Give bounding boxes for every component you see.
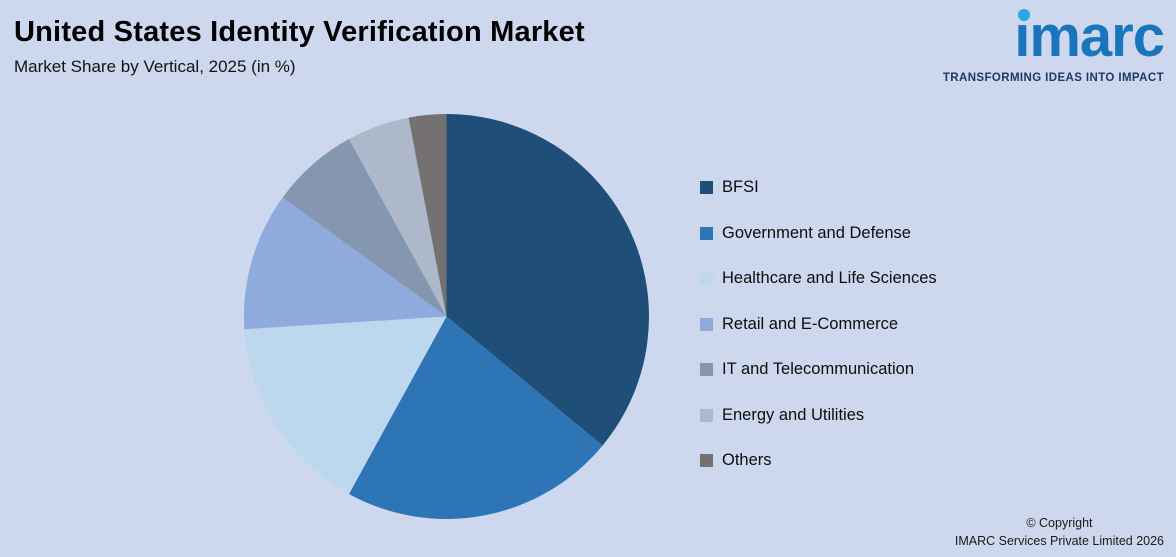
legend-swatch bbox=[700, 317, 713, 331]
legend-swatch bbox=[700, 272, 713, 285]
legend-label: Energy and Utilities bbox=[722, 405, 865, 424]
copyright-line2: IMARC Services Private Limited 2026 bbox=[954, 533, 1164, 548]
legend-item-3: Healthcare and Life Sciences bbox=[700, 269, 937, 288]
page-subtitle: Market Share by Vertical, 2025 (in %) bbox=[14, 57, 296, 76]
pie-slice-6 bbox=[348, 117, 447, 317]
legend-label: Retail and E-Commerce bbox=[722, 314, 899, 333]
pie-slice-1 bbox=[446, 114, 649, 446]
legend-item-5: IT and Telecommunication bbox=[700, 360, 937, 379]
logo-i-dot-icon bbox=[1018, 9, 1031, 21]
logo-brand-text: ımarc bbox=[1014, 4, 1165, 69]
logo-tagline: TRANSFORMING IDEAS INTO IMPACT bbox=[942, 72, 1164, 84]
page-title: United States Identity Verification Mark… bbox=[14, 16, 585, 48]
logo-brand: ımarc bbox=[1014, 8, 1165, 66]
legend-item-6: Energy and Utilities bbox=[700, 406, 937, 425]
legend-label: IT and Telecommunication bbox=[722, 360, 914, 378]
legend-item-7: Others bbox=[700, 451, 937, 470]
legend-swatch bbox=[700, 181, 713, 194]
header: United States Identity Verification Mark… bbox=[14, 16, 585, 77]
copyright: © Copyright IMARC Services Private Limit… bbox=[955, 514, 1164, 550]
imarc-logo: ımarc TRANSFORMING IDEAS INTO IMPACT bbox=[942, 8, 1165, 85]
legend-label: Healthcare and Life Sciences bbox=[722, 269, 937, 287]
pie-slice-4 bbox=[244, 197, 447, 330]
pie-slice-7 bbox=[408, 114, 447, 317]
pie-slice-5 bbox=[282, 139, 447, 317]
legend-swatch bbox=[700, 226, 713, 240]
legend: BFSI Government and Defense Healthcare and… bbox=[700, 178, 937, 497]
legend-item-1: BFSI bbox=[700, 178, 937, 197]
pie-chart-container bbox=[243, 113, 650, 520]
pie-slice-3 bbox=[244, 316, 447, 494]
legend-label: Others bbox=[722, 451, 772, 469]
legend-item-4: Retail and E-Commerce bbox=[700, 315, 937, 334]
pie-slice-2 bbox=[348, 316, 603, 519]
legend-swatch bbox=[700, 454, 713, 467]
legend-item-2: Government and Defense bbox=[700, 224, 937, 243]
copyright-line1: © Copyright bbox=[1026, 515, 1093, 530]
legend-swatch bbox=[700, 408, 713, 422]
legend-label: BFSI bbox=[722, 178, 759, 196]
pie-chart bbox=[244, 114, 649, 519]
legend-swatch bbox=[700, 363, 713, 376]
legend-label: Government and Defense bbox=[722, 223, 911, 242]
